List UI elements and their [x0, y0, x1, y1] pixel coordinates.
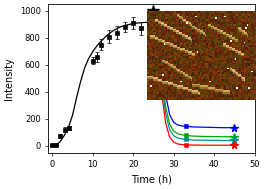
X-axis label: Time (h): Time (h): [131, 175, 172, 185]
Y-axis label: Intensity: Intensity: [4, 57, 14, 100]
